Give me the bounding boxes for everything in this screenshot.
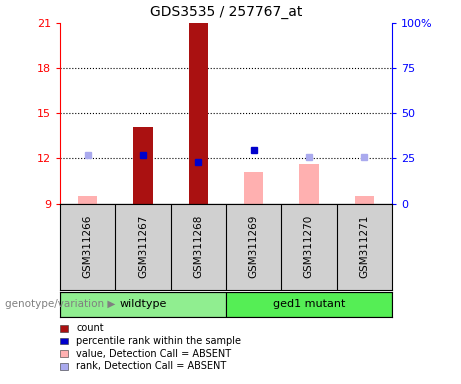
- Bar: [299, 164, 319, 204]
- Bar: [355, 196, 374, 204]
- Text: GSM311267: GSM311267: [138, 215, 148, 278]
- Text: GSM311270: GSM311270: [304, 215, 314, 278]
- Bar: [78, 196, 97, 204]
- Text: GSM311266: GSM311266: [83, 215, 93, 278]
- Text: rank, Detection Call = ABSENT: rank, Detection Call = ABSENT: [76, 361, 226, 371]
- Bar: [244, 172, 263, 204]
- Text: GSM311269: GSM311269: [248, 215, 259, 278]
- Bar: [60, 292, 226, 317]
- Text: GSM311268: GSM311268: [193, 215, 203, 278]
- Bar: [189, 23, 208, 204]
- Text: genotype/variation ▶: genotype/variation ▶: [5, 299, 115, 309]
- Text: percentile rank within the sample: percentile rank within the sample: [76, 336, 241, 346]
- Bar: [133, 127, 153, 204]
- Text: value, Detection Call = ABSENT: value, Detection Call = ABSENT: [76, 349, 231, 359]
- Bar: [226, 292, 392, 317]
- Text: GSM311271: GSM311271: [359, 215, 369, 278]
- Text: wildtype: wildtype: [119, 299, 166, 310]
- Text: ged1 mutant: ged1 mutant: [273, 299, 345, 310]
- Text: count: count: [76, 323, 104, 333]
- Title: GDS3535 / 257767_at: GDS3535 / 257767_at: [150, 5, 302, 19]
